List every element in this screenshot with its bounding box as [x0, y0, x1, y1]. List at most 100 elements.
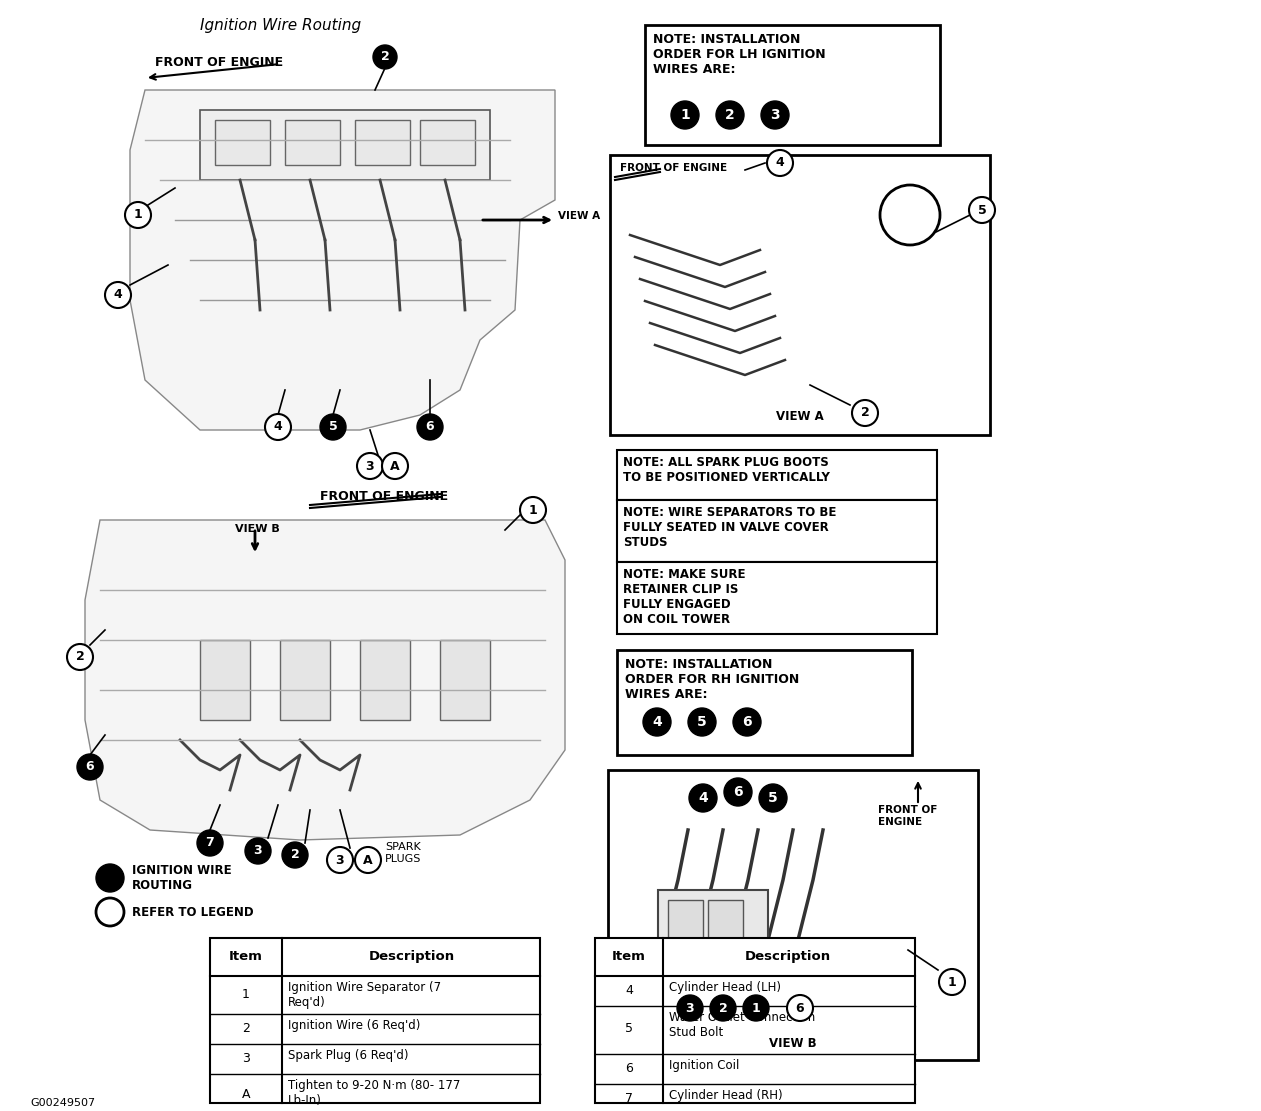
Bar [211, 938, 540, 1103]
Text: 1: 1 [752, 1001, 760, 1014]
Text: 4: 4 [274, 420, 282, 433]
Text: VIEW B: VIEW B [235, 524, 280, 534]
Text: VIEW A: VIEW A [776, 410, 823, 423]
Text: 4: 4 [625, 983, 633, 997]
Ellipse shape [968, 197, 995, 223]
Text: Tighten to 9-20 N·m (80- 177
Lb-In): Tighten to 9-20 N·m (80- 177 Lb-In) [288, 1079, 460, 1107]
Text: 6: 6 [86, 761, 95, 773]
Text: 5: 5 [768, 791, 778, 805]
Text: NOTE: ALL SPARK PLUG BOOTS
TO BE POSITIONED VERTICALLY: NOTE: ALL SPARK PLUG BOOTS TO BE POSITIO… [623, 456, 830, 484]
Text: 7: 7 [206, 837, 214, 850]
Text: Ignition Wire (6 Req'd): Ignition Wire (6 Req'd) [288, 1019, 420, 1032]
Ellipse shape [265, 414, 291, 440]
Text: NOTE: INSTALLATION
ORDER FOR RH IGNITION
WIRES ARE:: NOTE: INSTALLATION ORDER FOR RH IGNITION… [625, 658, 799, 701]
Bar [610, 156, 990, 436]
Text: 3: 3 [366, 460, 375, 472]
Text: 2: 2 [719, 1001, 728, 1014]
Text: Water Outlet Connection
Stud Bolt: Water Outlet Connection Stud Bolt [670, 1011, 816, 1039]
Text: 5: 5 [625, 1022, 633, 1035]
Bar [644, 26, 939, 146]
Text: Ignition Wire Routing: Ignition Wire Routing [200, 18, 361, 33]
Ellipse shape [689, 708, 716, 735]
Ellipse shape [880, 186, 939, 246]
Text: NOTE: MAKE SURE
RETAINER CLIP IS
FULLY ENGAGED
ON COIL TOWER: NOTE: MAKE SURE RETAINER CLIP IS FULLY E… [623, 568, 745, 625]
Ellipse shape [382, 453, 409, 479]
Polygon shape [84, 520, 565, 840]
Text: 6: 6 [796, 1001, 805, 1014]
Text: 2: 2 [76, 651, 84, 663]
Ellipse shape [96, 898, 124, 925]
Text: 2: 2 [290, 849, 299, 861]
Text: FRONT OF ENGINE: FRONT OF ENGINE [620, 163, 728, 173]
Ellipse shape [677, 995, 702, 1021]
Bar [658, 890, 768, 970]
Text: VIEW A: VIEW A [559, 211, 600, 221]
Bar [608, 770, 979, 1060]
Text: SPARK
PLUGS: SPARK PLUGS [385, 842, 421, 863]
Text: Spark Plug (6 Req'd): Spark Plug (6 Req'd) [288, 1049, 409, 1062]
Text: 7: 7 [625, 1091, 633, 1104]
Bar [420, 120, 475, 166]
Ellipse shape [197, 830, 223, 855]
Text: NOTE: INSTALLATION
ORDER FOR LH IGNITION
WIRES ARE:: NOTE: INSTALLATION ORDER FOR LH IGNITION… [653, 33, 826, 76]
Text: 3: 3 [242, 1051, 250, 1064]
Bar [617, 450, 937, 500]
Ellipse shape [939, 969, 965, 995]
Text: 5: 5 [697, 715, 707, 729]
Ellipse shape [643, 708, 671, 735]
Text: 1: 1 [528, 503, 537, 517]
Ellipse shape [724, 778, 752, 805]
Text: VIEW B: VIEW B [769, 1037, 817, 1050]
Text: 4: 4 [652, 715, 662, 729]
Ellipse shape [710, 995, 736, 1021]
Bar [359, 640, 410, 720]
Text: Description: Description [369, 950, 455, 963]
Polygon shape [130, 90, 555, 430]
Ellipse shape [760, 101, 789, 129]
Text: 2: 2 [242, 1021, 250, 1034]
Bar [707, 900, 743, 955]
Bar [668, 900, 702, 955]
Text: 2: 2 [860, 407, 869, 420]
Text: 1: 1 [242, 988, 250, 1001]
Text: Item: Item [612, 950, 646, 963]
Text: Description: Description [745, 950, 831, 963]
Ellipse shape [105, 282, 131, 308]
Bar [617, 562, 937, 634]
Text: 4: 4 [113, 289, 122, 301]
Ellipse shape [733, 708, 760, 735]
Text: Item: Item [230, 950, 264, 963]
Text: Ignition Wire Separator (7
Req'd): Ignition Wire Separator (7 Req'd) [288, 981, 441, 1009]
Ellipse shape [671, 101, 699, 129]
Text: 1: 1 [680, 108, 690, 122]
Ellipse shape [67, 644, 93, 670]
Text: 1: 1 [947, 975, 956, 989]
Ellipse shape [373, 46, 397, 69]
Ellipse shape [743, 995, 769, 1021]
Bar [440, 640, 491, 720]
Ellipse shape [245, 838, 271, 864]
Text: 3: 3 [770, 108, 779, 122]
Ellipse shape [282, 842, 308, 868]
Bar [200, 640, 250, 720]
Text: 3: 3 [686, 1001, 695, 1014]
Ellipse shape [716, 101, 744, 129]
Ellipse shape [125, 202, 151, 228]
Ellipse shape [689, 784, 718, 812]
Bar [280, 640, 330, 720]
Ellipse shape [77, 754, 103, 780]
Text: 6: 6 [733, 785, 743, 799]
Text: NOTE: WIRE SEPARATORS TO BE
FULLY SEATED IN VALVE COVER
STUDS: NOTE: WIRE SEPARATORS TO BE FULLY SEATED… [623, 506, 836, 549]
Text: 1: 1 [134, 209, 142, 221]
Ellipse shape [852, 400, 878, 426]
Ellipse shape [96, 864, 124, 892]
Text: 6: 6 [625, 1061, 633, 1074]
Text: 3: 3 [335, 853, 344, 867]
Text: 5: 5 [977, 203, 986, 217]
Text: 4: 4 [699, 791, 707, 805]
Bar [617, 500, 937, 562]
Text: 2: 2 [381, 50, 390, 63]
Text: 4: 4 [776, 157, 784, 170]
Text: IGNITION WIRE
ROUTING: IGNITION WIRE ROUTING [132, 864, 232, 892]
Text: 2: 2 [725, 108, 735, 122]
